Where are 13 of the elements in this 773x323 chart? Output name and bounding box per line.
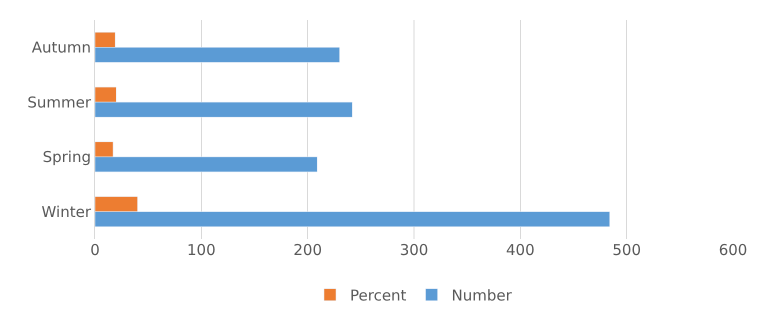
legend-label: Number [452, 286, 513, 305]
x-tick-label: 100 [187, 241, 216, 259]
x-tick-label: 600 [718, 241, 748, 259]
y-tick-label: Summer [27, 93, 92, 112]
x-tick-label: 0 [90, 241, 100, 259]
legend-label: Percent [350, 286, 407, 305]
x-tick-label: 400 [506, 241, 535, 259]
x-tick-label: 500 [612, 241, 641, 259]
y-tick-label: Winter [42, 202, 92, 221]
y-tick-label: Autumn [32, 38, 91, 57]
x-tick-label: 200 [293, 241, 322, 259]
y-tick-label: Spring [42, 148, 91, 166]
x-tick-label: 300 [400, 241, 428, 259]
